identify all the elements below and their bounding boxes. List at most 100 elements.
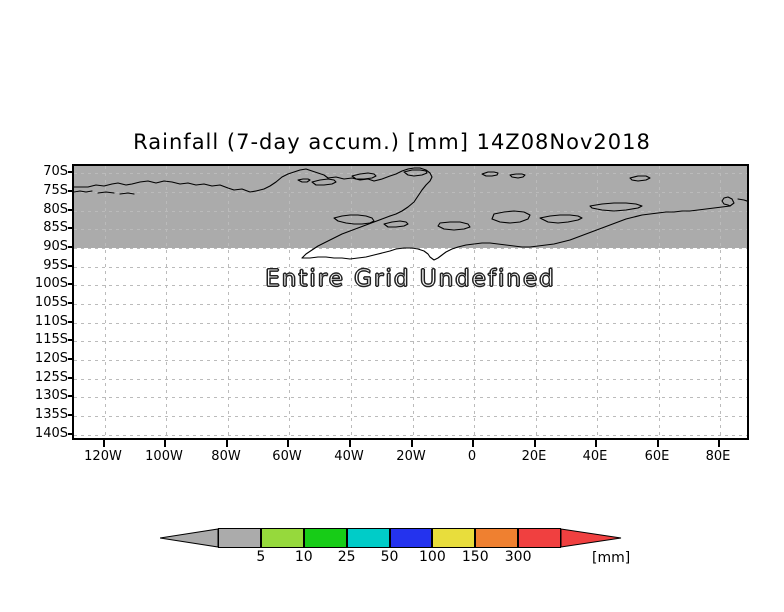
colorbar-extend-low-arrow: [160, 528, 219, 548]
y-axis-tick-label: 115S: [34, 332, 68, 348]
gridline-horizontal: [74, 173, 747, 174]
y-axis-tick-mark: [68, 414, 74, 416]
gridline-horizontal: [74, 285, 747, 286]
colorbar-tick-label: 100: [419, 549, 446, 565]
x-axis-tick-label: 60W: [272, 449, 302, 464]
gridline-horizontal: [74, 229, 747, 230]
x-axis-tick-mark: [226, 440, 228, 447]
y-axis: 70S 75S 80S 85S 90S 95S 100S 105S 110S 115S 120S 12…: [18, 164, 74, 441]
y-axis-tick-mark: [68, 433, 74, 435]
x-axis-tick-label: 40W: [334, 449, 364, 464]
y-axis-tick-label: 100S: [34, 276, 68, 292]
colorbar-segment: [218, 528, 261, 548]
gridline-vertical: [289, 166, 290, 438]
y-axis-tick-label: 125S: [34, 369, 68, 385]
x-axis-tick-mark: [657, 440, 659, 447]
x-axis-tick-mark: [718, 440, 720, 447]
gridline-horizontal: [74, 397, 747, 398]
gridline-horizontal: [74, 416, 747, 417]
gridline-horizontal: [74, 341, 747, 342]
colorbar-segment: [346, 528, 390, 548]
y-axis-tick-mark: [68, 321, 74, 323]
x-axis-tick-label: 80E: [705, 449, 731, 464]
y-axis-tick-label: 95S: [43, 257, 68, 273]
y-axis-tick-label: 105S: [34, 295, 68, 310]
gridline-vertical: [659, 166, 660, 438]
y-axis-tick-mark: [68, 246, 74, 248]
colorbar-segment: [475, 528, 519, 548]
gridline-horizontal: [74, 435, 747, 436]
gridline-horizontal: [74, 304, 747, 305]
gridline-vertical: [351, 166, 352, 438]
x-axis-tick-label: 20W: [396, 449, 426, 464]
y-axis-tick-label: 75S: [43, 183, 68, 199]
y-axis-tick-label: 85S: [43, 220, 68, 236]
undefined-grid-shading: [74, 166, 747, 249]
colorbar-segment: [260, 528, 304, 548]
gridline-vertical: [413, 166, 414, 438]
colorbar-tick-label: 10: [294, 549, 313, 565]
gridline-vertical: [228, 166, 229, 438]
colorbar-tick-label: 5: [256, 549, 266, 565]
colorbar-segment: [432, 528, 476, 548]
colorbar-extend-high-arrow: [561, 528, 622, 548]
y-axis-tick-mark: [68, 265, 74, 267]
gridline-vertical: [105, 166, 106, 438]
y-axis-tick-label: 120S: [34, 350, 68, 366]
gridline-vertical: [597, 166, 598, 438]
x-axis-tick-label: 20E: [521, 449, 547, 464]
colorbar-segment: [389, 528, 433, 548]
colorbar: [mm] 5 10 25 50 100 150 300: [160, 528, 630, 568]
y-axis-tick-mark: [68, 227, 74, 229]
y-axis-tick-label: 135S: [34, 406, 68, 422]
y-axis-tick-mark: [68, 377, 74, 379]
undefined-grid-message: Entire Grid Undefined: [265, 266, 556, 293]
colorbar-segment: [303, 528, 347, 548]
colorbar-tick-label: 150: [461, 549, 489, 565]
y-axis-tick-mark: [68, 395, 74, 397]
x-axis-tick-mark: [287, 440, 289, 447]
y-axis-tick-mark: [68, 339, 74, 341]
map-plot-area: Entire Grid Undefined: [72, 164, 749, 440]
gridline-horizontal: [74, 379, 747, 380]
x-axis-tick-mark: [349, 440, 351, 447]
x-axis: 120W 100W 80W 60W 40W 20W 0 20E 40E 60E 80E: [72, 440, 749, 470]
gridline-vertical: [166, 166, 167, 438]
x-axis-tick-label: 0: [467, 449, 477, 464]
x-axis-tick-mark: [411, 440, 413, 447]
x-axis-tick-mark: [472, 440, 474, 447]
y-axis-tick-label: 140S: [34, 425, 68, 441]
gridline-horizontal: [74, 323, 747, 324]
y-axis-tick-mark: [68, 358, 74, 360]
y-axis-tick-label: 80S: [43, 201, 68, 217]
x-axis-tick-mark: [103, 440, 105, 447]
gridline-vertical: [474, 166, 475, 438]
x-axis-tick-label: 40E: [582, 449, 608, 464]
y-axis-tick-mark: [68, 171, 74, 173]
x-axis-tick-mark: [534, 440, 536, 447]
x-axis-tick-label: 100W: [145, 449, 183, 464]
gridline-vertical: [720, 166, 721, 438]
gridline-horizontal: [74, 211, 747, 212]
y-axis-tick-mark: [68, 190, 74, 192]
gridline-vertical: [536, 166, 537, 438]
y-axis-tick-mark: [68, 209, 74, 211]
x-axis-tick-label: 60E: [644, 449, 670, 464]
colorbar-tick-label: 50: [380, 549, 399, 565]
colorbar-unit-label: [mm]: [592, 550, 631, 566]
x-axis-tick-label: 120W: [84, 449, 122, 464]
y-axis-tick-mark: [68, 302, 74, 304]
colorbar-tick-label: 300: [504, 549, 532, 565]
y-axis-tick-label: 70S: [43, 164, 68, 180]
gridline-horizontal: [74, 360, 747, 361]
y-axis-tick-mark: [68, 283, 74, 285]
y-axis-tick-label: 130S: [34, 388, 68, 404]
x-axis-tick-mark: [164, 440, 166, 447]
colorbar-tick-label: 25: [337, 549, 356, 565]
colorbar-segment: [518, 528, 561, 548]
x-axis-tick-label: 80W: [211, 449, 241, 464]
antarctica-coastline: [74, 167, 747, 261]
gridline-horizontal: [74, 267, 747, 268]
y-axis-tick-label: 110S: [34, 313, 68, 329]
